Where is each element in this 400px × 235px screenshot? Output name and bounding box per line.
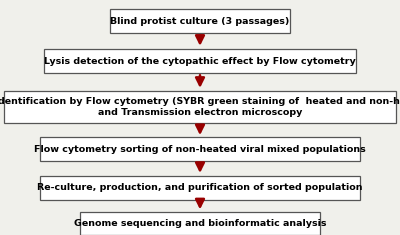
FancyBboxPatch shape	[110, 9, 290, 33]
FancyBboxPatch shape	[40, 176, 360, 200]
Text: Flow cytometry sorting of non-heated viral mixed populations: Flow cytometry sorting of non-heated vir…	[34, 145, 366, 154]
Text: Blind protist culture (3 passages): Blind protist culture (3 passages)	[110, 17, 290, 26]
Text: Genome sequencing and bioinformatic analysis: Genome sequencing and bioinformatic anal…	[74, 219, 326, 228]
Text: Re-culture, production, and purification of sorted population: Re-culture, production, and purification…	[37, 184, 363, 192]
FancyBboxPatch shape	[40, 137, 360, 161]
Text: Lysis detection of the cytopathic effect by Flow cytometry: Lysis detection of the cytopathic effect…	[44, 57, 356, 66]
Text: Presumptive identification by Flow cytometry (SYBR green staining of  heated and: Presumptive identification by Flow cytom…	[0, 97, 400, 117]
FancyBboxPatch shape	[44, 49, 356, 73]
FancyBboxPatch shape	[80, 212, 320, 235]
FancyBboxPatch shape	[4, 91, 396, 123]
